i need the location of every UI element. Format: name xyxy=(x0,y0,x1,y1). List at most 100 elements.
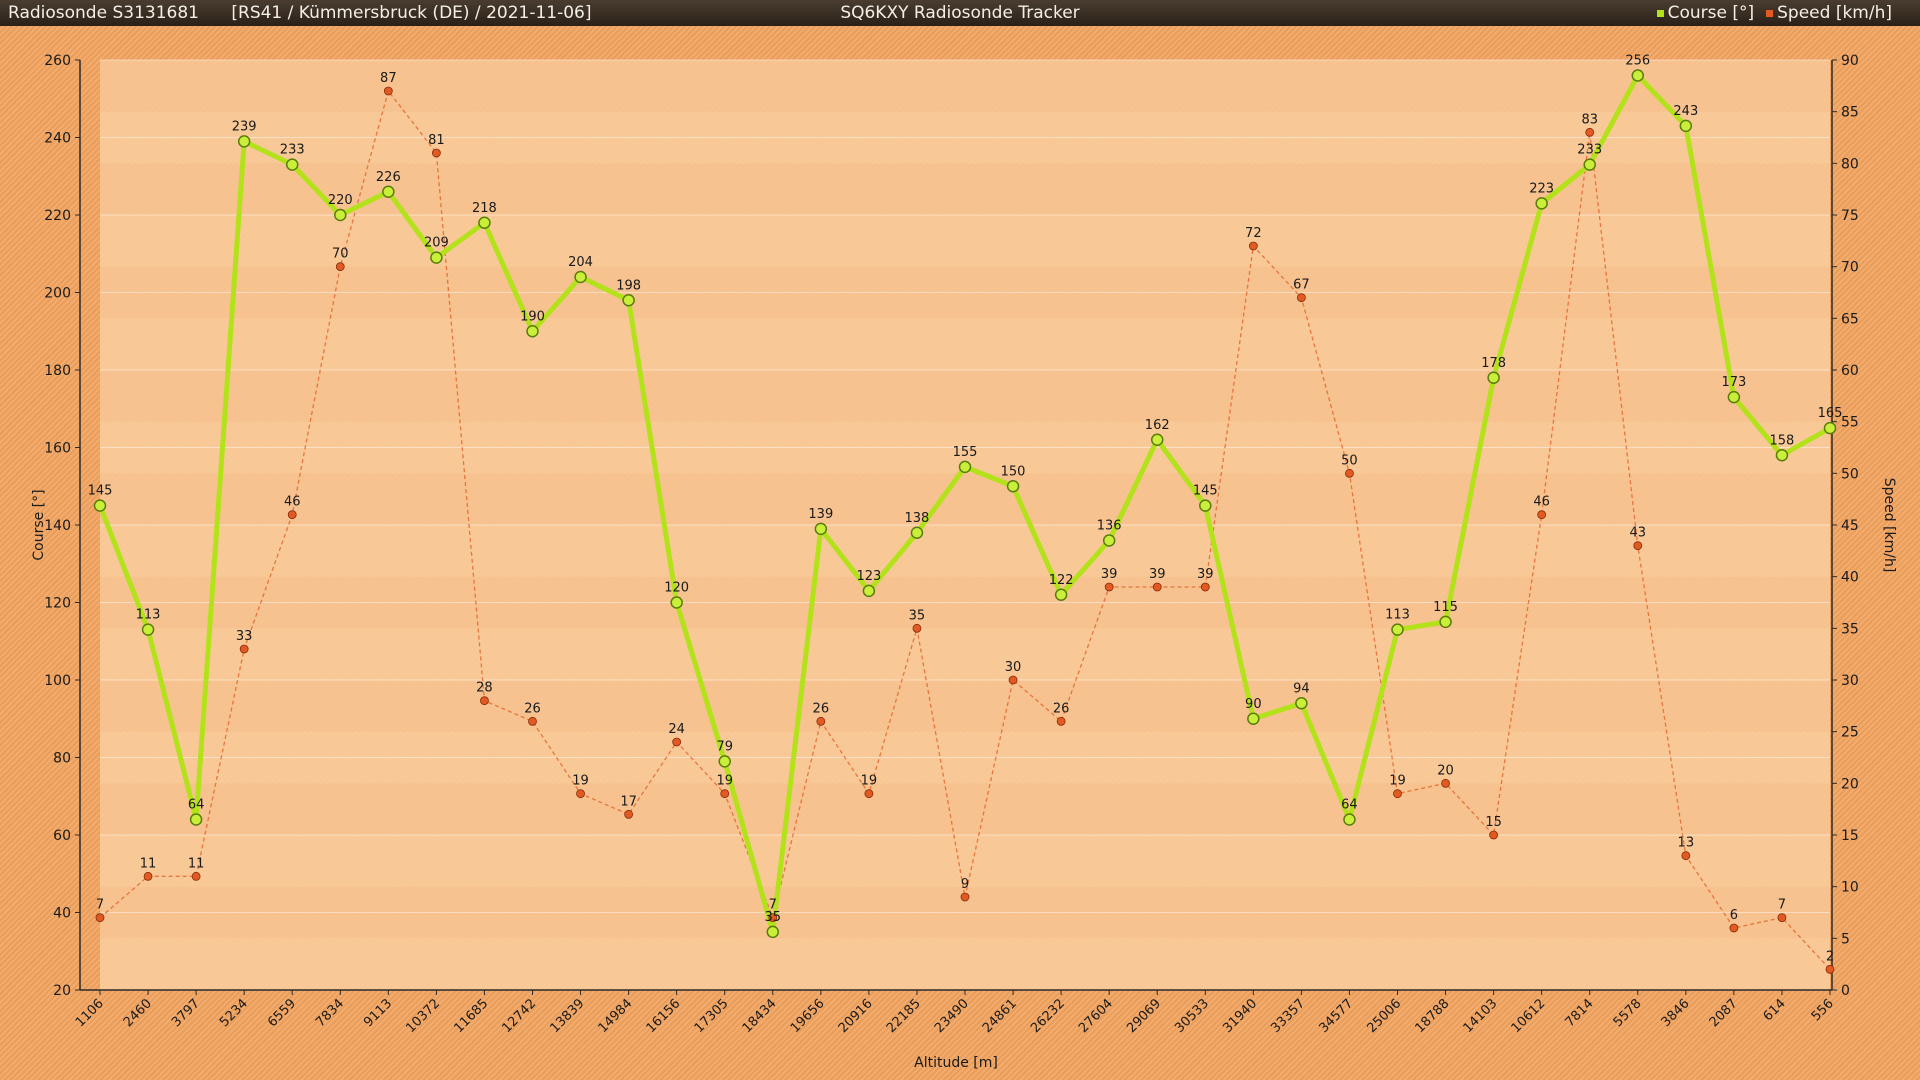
speed-data-label: 6 xyxy=(1730,908,1738,923)
x-tick-label: 27604 xyxy=(1076,996,1116,1036)
x-tick-label: 30533 xyxy=(1172,996,1212,1036)
course-data-label: 209 xyxy=(424,236,449,251)
speed-point xyxy=(1008,675,1018,685)
course-data-label: 150 xyxy=(1001,464,1026,479)
course-point xyxy=(1102,534,1116,547)
speed-point xyxy=(912,623,922,633)
legend-course-label: Course [°] xyxy=(1667,3,1755,23)
course-data-label: 256 xyxy=(1625,54,1650,69)
course-data-label: 113 xyxy=(1385,608,1410,623)
speed-point xyxy=(1777,913,1787,923)
course-point xyxy=(910,526,924,539)
y-tick-label: 100 xyxy=(44,673,71,689)
speed-point xyxy=(239,644,249,654)
course-data-label: 145 xyxy=(88,484,113,499)
speed-data-label: 19 xyxy=(716,774,733,789)
x-tick-label: 3797 xyxy=(169,996,203,1030)
course-data-label: 155 xyxy=(953,445,978,460)
speed-data-label: 20 xyxy=(1437,763,1454,778)
x-tick-label: 2460 xyxy=(121,996,155,1030)
speed-point xyxy=(143,871,153,881)
x-tick-label: 34577 xyxy=(1316,996,1356,1036)
speed-data-label: 83 xyxy=(1581,112,1598,127)
course-data-label: 35 xyxy=(765,910,782,925)
y2-tick-label: 55 xyxy=(1841,415,1859,431)
speed-point xyxy=(1489,830,1499,840)
speed-data-label: 7 xyxy=(1778,898,1786,913)
speed-data-label: 46 xyxy=(284,495,301,510)
course-point xyxy=(1631,69,1645,82)
y2-tick-label: 75 xyxy=(1841,208,1859,224)
speed-point xyxy=(816,716,826,726)
course-point xyxy=(141,623,155,636)
plot-band xyxy=(100,576,1830,629)
speed-point xyxy=(1729,923,1739,933)
course-data-label: 94 xyxy=(1293,681,1310,696)
x-tick-label: 2087 xyxy=(1707,996,1741,1030)
course-point xyxy=(285,158,299,171)
x-tick-label: 614 xyxy=(1761,996,1789,1024)
speed-point xyxy=(528,716,537,726)
speed-data-label: 15 xyxy=(1485,815,1502,830)
course-data-label: 204 xyxy=(568,255,593,270)
course-point xyxy=(1150,433,1164,446)
speed-data-label: 19 xyxy=(861,774,878,789)
speed-point xyxy=(95,913,105,923)
course-point xyxy=(958,460,972,474)
speed-data-label: 24 xyxy=(668,722,685,737)
x-tick-label: 10612 xyxy=(1509,996,1549,1036)
x-tick-label: 14984 xyxy=(596,996,636,1036)
course-data-label: 120 xyxy=(664,581,689,596)
course-point xyxy=(862,584,876,598)
y2-tick-label: 40 xyxy=(1841,570,1859,586)
x-tick-label: 9113 xyxy=(361,996,395,1030)
x-tick-label: 16156 xyxy=(644,996,684,1036)
y2-tick-label: 25 xyxy=(1841,725,1859,741)
course-point xyxy=(1679,119,1693,133)
course-data-label: 243 xyxy=(1673,104,1698,119)
course-point xyxy=(1343,813,1356,826)
course-data-label: 113 xyxy=(136,608,161,623)
course-data-label: 220 xyxy=(328,193,353,208)
course-point xyxy=(430,251,443,264)
x-tick-label: 14103 xyxy=(1461,996,1501,1036)
plot-area xyxy=(100,60,1830,990)
speed-point xyxy=(1200,582,1210,592)
course-point xyxy=(334,208,347,222)
speed-data-label: 39 xyxy=(1149,567,1166,582)
course-point xyxy=(1439,615,1452,629)
speed-point xyxy=(1681,851,1691,861)
speed-data-label: 7 xyxy=(96,898,104,913)
legend: Course [°] Speed [km/h] xyxy=(1656,0,1892,26)
y-tick-label: 120 xyxy=(44,596,71,612)
x-tick-label: 1106 xyxy=(73,996,107,1030)
legend-speed[interactable]: Speed [km/h] xyxy=(1766,0,1892,26)
y-tick-label: 260 xyxy=(44,53,71,69)
legend-course[interactable]: Course [°] xyxy=(1656,0,1755,26)
x-tick-label: 20916 xyxy=(836,996,876,1036)
course-point xyxy=(1487,371,1500,384)
x-tick-label: 23490 xyxy=(932,996,972,1036)
x-tick-label: 3846 xyxy=(1659,996,1693,1030)
course-data-label: 162 xyxy=(1145,418,1170,433)
course-data-label: 136 xyxy=(1097,519,1122,534)
y-tick-label: 80 xyxy=(53,751,71,767)
speed-data-label: 28 xyxy=(476,681,493,696)
x-tick-label: 18788 xyxy=(1413,996,1453,1036)
y-tick-label: 220 xyxy=(44,208,71,224)
speed-point xyxy=(287,510,297,520)
title-bar: Radiosonde S3131681 [RS41 / Kümmersbruck… xyxy=(0,0,1920,26)
course-data-label: 90 xyxy=(1245,697,1262,712)
course-point xyxy=(189,813,203,826)
course-data-label: 173 xyxy=(1721,375,1746,390)
speed-data-label: 87 xyxy=(380,71,397,86)
legend-course-swatch xyxy=(1656,9,1664,17)
speed-point xyxy=(383,86,393,96)
speed-point xyxy=(191,871,201,881)
course-data-label: 139 xyxy=(808,507,833,522)
course-data-label: 145 xyxy=(1193,484,1218,499)
x-tick-label: 17305 xyxy=(692,996,732,1036)
plot-band xyxy=(100,680,1830,732)
legend-speed-label: Speed [km/h] xyxy=(1777,3,1892,23)
y2-tick-label: 45 xyxy=(1841,518,1859,534)
